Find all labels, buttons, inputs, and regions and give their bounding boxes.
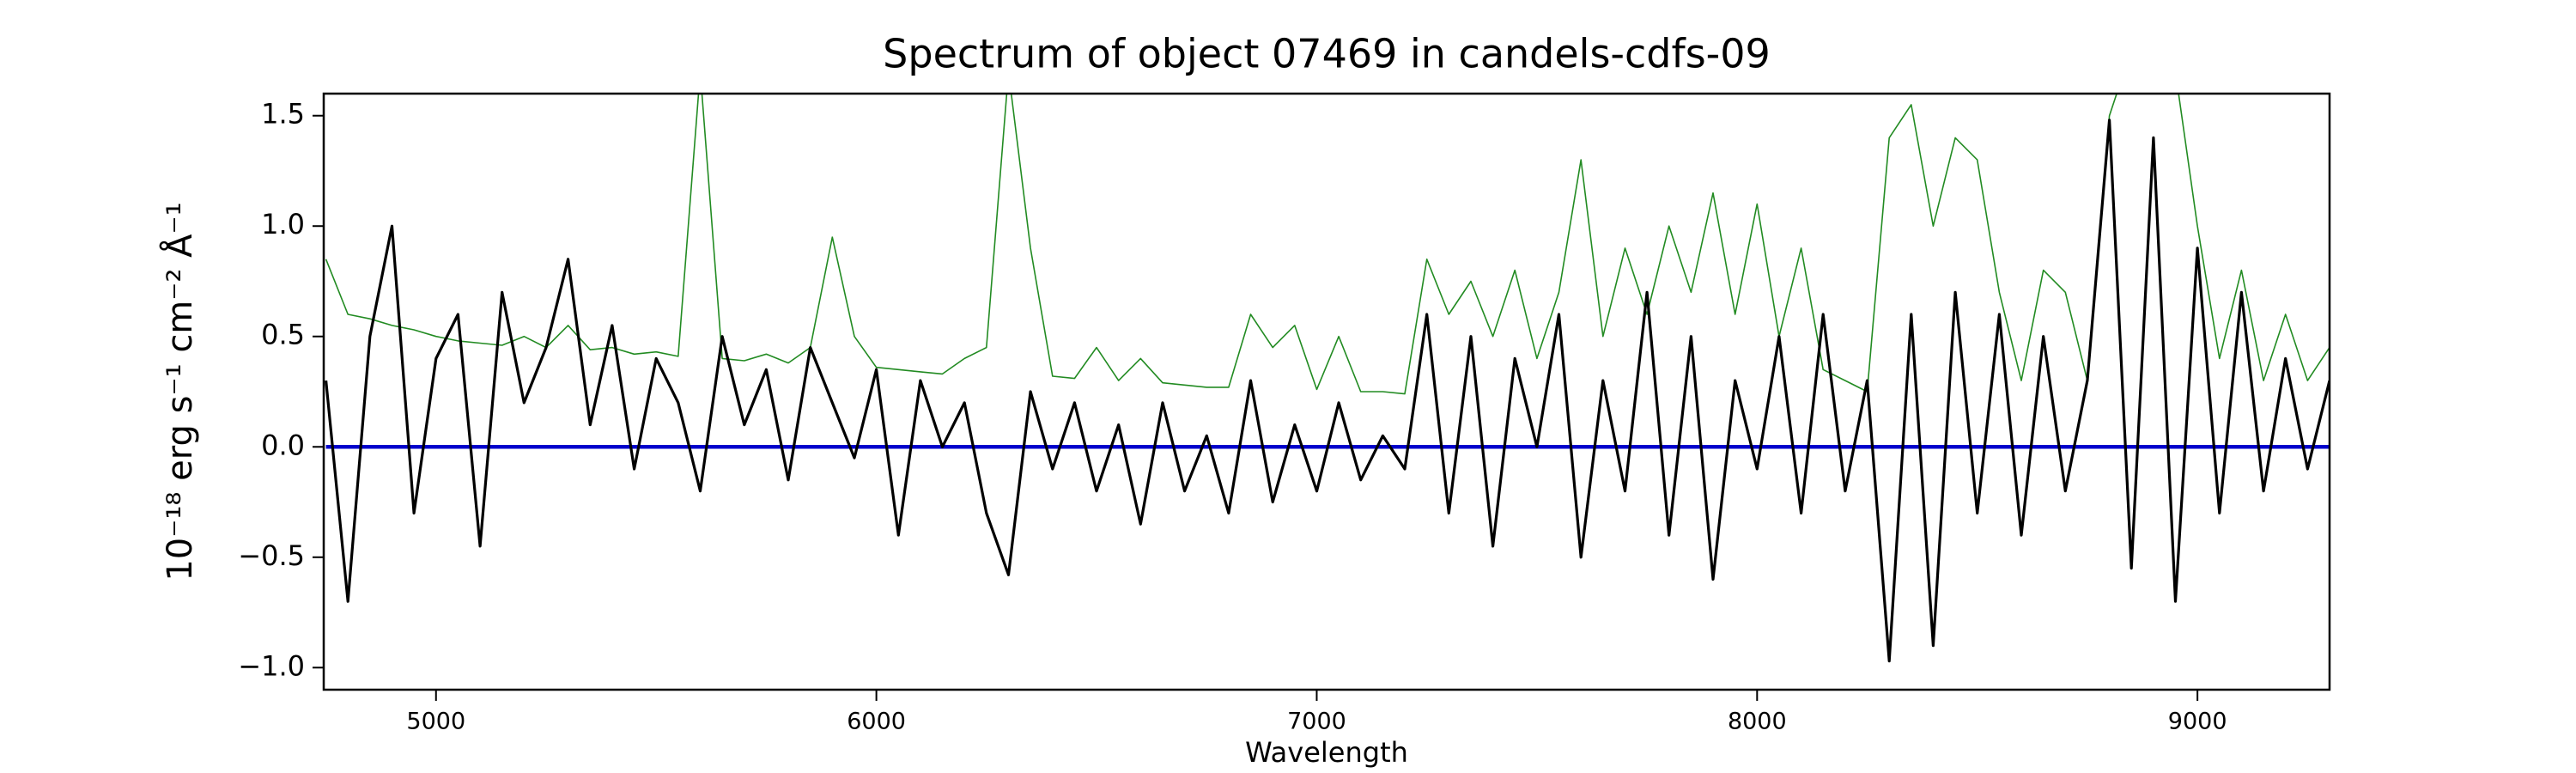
y-tick-label: −0.5 (238, 539, 305, 572)
y-tick-label: 0.5 (261, 319, 305, 351)
x-tick-label: 5000 (406, 709, 465, 735)
y-tick-label: 1.5 (261, 98, 305, 131)
chart-title: Spectrum of object 07469 in candels-cdfs… (883, 31, 1771, 77)
spectrum-line (325, 119, 2330, 663)
plot-frame (322, 92, 2331, 691)
y-tick-label: 1.0 (261, 208, 305, 240)
x-tick-label: 9000 (2168, 709, 2227, 735)
x-tick-label: 6000 (847, 709, 906, 735)
y-axis-label: 10⁻¹⁸ erg s⁻¹ cm⁻² Å⁻¹ (159, 202, 200, 581)
plot-area (325, 94, 2330, 663)
spectrum-line (325, 94, 2330, 395)
x-axis-label: Wavelength (1245, 736, 1408, 769)
y-tick-label: 0.0 (261, 429, 305, 461)
y-tick-label: −1.0 (238, 649, 305, 682)
x-tick-label: 7000 (1287, 709, 1346, 735)
x-tick-label: 8000 (1728, 709, 1787, 735)
